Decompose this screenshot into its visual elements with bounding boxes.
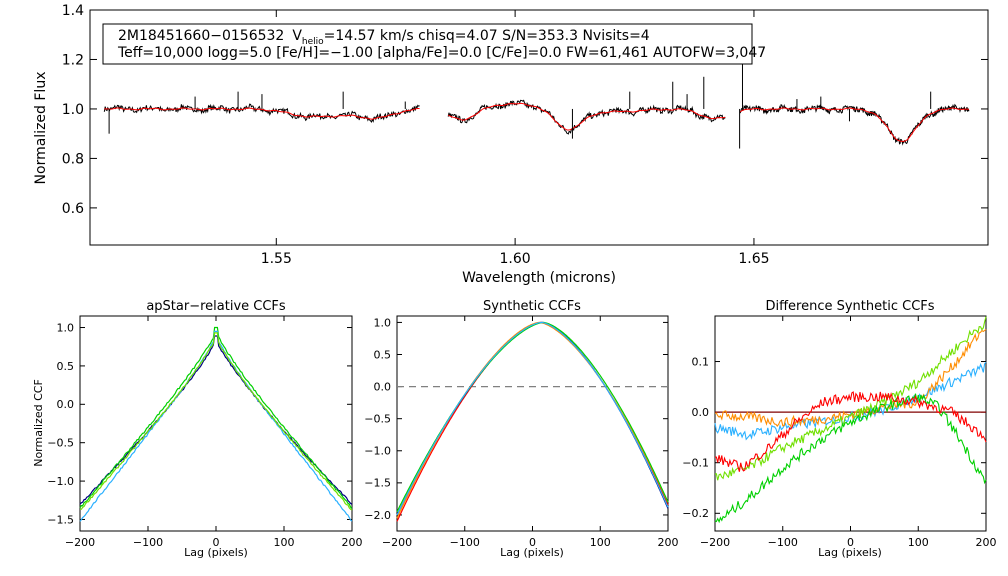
y-tick-label: 1.0 [62,102,84,118]
y-tick-label: 0.1 [692,355,710,368]
observed-spectrum-line [739,103,970,146]
x-tick-label: 200 [658,536,679,549]
x-tick-label: −100 [133,536,163,549]
difference-ccf-line [714,393,987,524]
x-tick-label: 0 [847,536,854,549]
difference-ccf-line [714,391,987,472]
y-tick-label: 1.4 [62,3,84,19]
difference-ccf-panel: −200 −100 0 100 200 −0.2 −0.1 0.0 0.1 Difference… [682,299,996,559]
y-tick-label: 1.2 [62,52,84,68]
y-tick-label: 0.0 [57,398,75,411]
y-tick-label: 0.6 [62,201,84,217]
x-tick-label: 0 [529,536,536,549]
apstar-ccf-frame [79,315,353,532]
y-tick-label: −0.5 [47,437,74,450]
x-tick-label: −100 [768,536,798,549]
y-tick-label: −0.5 [364,413,391,426]
difference-ccf-line [714,316,987,481]
x-tick-label: 100 [590,536,611,549]
info-line-1: 2M18451660−0156532 Vhelio=14.57 km/s chis… [118,28,650,47]
synthetic-ccf-ticks: −200 −100 0 100 200 −2.0 −1.5 −1.0 −0.5 0.0 0.5 1.0 [364,316,679,549]
spectrum-xlabel: Wavelength (microns) [462,270,616,286]
model-spectrum-line [104,107,420,120]
difference-ccf-xlabel: Lag (pixels) [818,546,882,559]
difference-ccf-ticks: −200 −100 0 100 200 −0.2 −0.1 0.0 0.1 [682,316,997,549]
apstar-ccf-data [79,326,353,522]
apstar-ccf-panel: −200 −100 0 100 200 −1.5 −1.0 −0.5 0.0 0.5 1.0 apS… [32,299,363,559]
info-box-frame [102,23,753,65]
x-tick-label: −100 [450,536,480,549]
model-spectrum-line [739,107,969,142]
difference-ccf-data [714,316,987,524]
spectrum-ticks: 1.55 1.60 1.65 0.6 0.8 1.0 1.2 1.4 [62,3,988,267]
spectrum-frame [89,9,989,246]
x-tick-label: −200 [65,536,95,549]
x-tick-label: 100 [274,536,295,549]
y-tick-label: 0.0 [374,380,392,393]
difference-ccf-frame [714,315,987,532]
observed-spectrum-line [447,99,726,135]
apstar-ccf-ylabel: Normalized CCF [32,379,45,467]
difference-ccf-title: Difference Synthetic CCFs [765,299,934,314]
apstar-ccf-line [79,332,353,511]
y-tick-label: −1.0 [47,475,74,488]
y-tick-label: −0.2 [682,507,709,520]
y-tick-label: 0.5 [374,348,392,361]
y-tick-label: 0.8 [62,151,84,167]
x-tick-label: 100 [908,536,929,549]
x-tick-label: 1.60 [500,251,531,267]
x-tick-label: 200 [342,536,363,549]
y-tick-label: −2.0 [364,509,391,522]
y-tick-label: 0.5 [57,360,75,373]
y-tick-label: −0.1 [682,457,709,470]
difference-ccf-line [714,361,987,441]
synthetic-ccf-title: Synthetic CCFs [483,299,581,314]
synthetic-ccf-line [396,321,669,516]
apstar-ccf-line [79,335,353,505]
apstar-ccf-line [79,330,353,522]
y-tick-label: 1.0 [374,316,392,329]
synthetic-ccf-xlabel: Lag (pixels) [500,546,564,559]
model-spectrum-line [447,102,726,131]
x-tick-label: 1.65 [738,251,769,267]
x-tick-label: −200 [382,536,412,549]
apstar-ccf-line [79,326,353,509]
x-tick-label: 1.55 [261,251,292,267]
y-tick-label: −1.5 [364,477,391,490]
spectrum-panel: 1.55 1.60 1.65 0.6 0.8 1.0 1.2 1.4 2M18451660−0… [33,3,989,286]
x-tick-label: −200 [700,536,730,549]
synthetic-ccf-panel: −200 −100 0 100 200 −2.0 −1.5 −1.0 −0.5 0.0 0.5 1.0… [364,299,678,559]
x-tick-label: 0 [213,536,220,549]
spectrum-ylabel: Normalized Flux [33,72,49,185]
spectrum-data [103,54,970,149]
apstar-ccf-title: apStar−relative CCFs [146,299,286,314]
synthetic-ccf-data [396,321,669,522]
apstar-ccf-ticks: −200 −100 0 100 200 −1.5 −1.0 −0.5 0.0 0.5 1.0 [47,316,363,549]
synthetic-ccf-line [396,321,669,512]
y-tick-label: −1.5 [47,513,74,526]
info-line-2: Teff=10,000 logg=5.0 [Fe/H]=−1.00 [alpha… [117,45,766,61]
apstar-ccf-xlabel: Lag (pixels) [184,546,248,559]
x-tick-label: 200 [976,536,997,549]
info-box: 2M18451660−0156532 Vhelio=14.57 km/s chis… [102,23,766,65]
y-tick-label: −1.0 [364,445,391,458]
y-tick-label: 0.0 [692,406,710,419]
y-tick-label: 1.0 [57,321,75,334]
